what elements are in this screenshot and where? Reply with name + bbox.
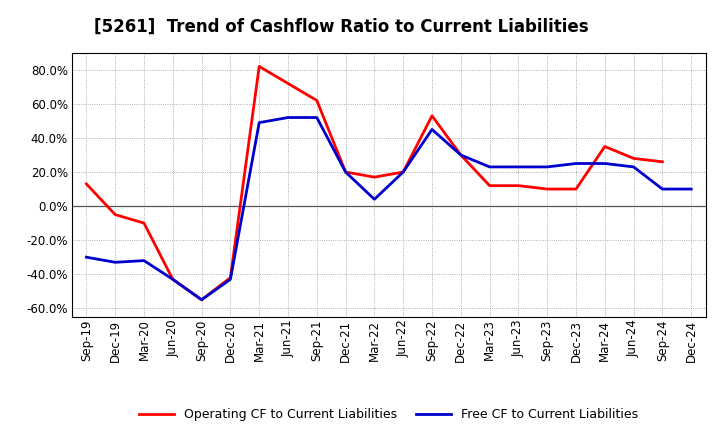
Free CF to Current Liabilities xyxy=(658,187,667,192)
Free CF to Current Liabilities xyxy=(399,169,408,175)
Free CF to Current Liabilities xyxy=(629,164,638,169)
Free CF to Current Liabilities xyxy=(687,187,696,192)
Line: Operating CF to Current Liabilities: Operating CF to Current Liabilities xyxy=(86,66,662,300)
Line: Free CF to Current Liabilities: Free CF to Current Liabilities xyxy=(86,117,691,300)
Free CF to Current Liabilities xyxy=(600,161,609,166)
Operating CF to Current Liabilities xyxy=(197,297,206,302)
Free CF to Current Liabilities xyxy=(255,120,264,125)
Free CF to Current Liabilities xyxy=(312,115,321,120)
Free CF to Current Liabilities xyxy=(370,197,379,202)
Operating CF to Current Liabilities xyxy=(168,277,177,282)
Legend: Operating CF to Current Liabilities, Free CF to Current Liabilities: Operating CF to Current Liabilities, Fre… xyxy=(139,408,639,422)
Operating CF to Current Liabilities xyxy=(629,156,638,161)
Operating CF to Current Liabilities xyxy=(370,175,379,180)
Operating CF to Current Liabilities xyxy=(284,81,292,86)
Free CF to Current Liabilities xyxy=(140,258,148,263)
Free CF to Current Liabilities xyxy=(456,152,465,158)
Operating CF to Current Liabilities xyxy=(255,64,264,69)
Operating CF to Current Liabilities xyxy=(82,181,91,187)
Free CF to Current Liabilities xyxy=(284,115,292,120)
Free CF to Current Liabilities xyxy=(514,164,523,169)
Operating CF to Current Liabilities xyxy=(226,275,235,280)
Operating CF to Current Liabilities xyxy=(140,220,148,226)
Operating CF to Current Liabilities xyxy=(572,187,580,192)
Operating CF to Current Liabilities xyxy=(658,159,667,165)
Operating CF to Current Liabilities xyxy=(600,144,609,149)
Operating CF to Current Liabilities xyxy=(543,187,552,192)
Free CF to Current Liabilities xyxy=(197,297,206,302)
Operating CF to Current Liabilities xyxy=(514,183,523,188)
Operating CF to Current Liabilities xyxy=(456,152,465,158)
Free CF to Current Liabilities xyxy=(572,161,580,166)
Free CF to Current Liabilities xyxy=(341,169,350,175)
Free CF to Current Liabilities xyxy=(111,260,120,265)
Operating CF to Current Liabilities xyxy=(399,169,408,175)
Free CF to Current Liabilities xyxy=(168,277,177,282)
Free CF to Current Liabilities xyxy=(485,164,494,169)
Operating CF to Current Liabilities xyxy=(485,183,494,188)
Operating CF to Current Liabilities xyxy=(312,98,321,103)
Operating CF to Current Liabilities xyxy=(341,169,350,175)
Free CF to Current Liabilities xyxy=(543,164,552,169)
Free CF to Current Liabilities xyxy=(428,127,436,132)
Free CF to Current Liabilities xyxy=(82,255,91,260)
Text: [5261]  Trend of Cashflow Ratio to Current Liabilities: [5261] Trend of Cashflow Ratio to Curren… xyxy=(94,18,588,36)
Operating CF to Current Liabilities xyxy=(428,113,436,118)
Operating CF to Current Liabilities xyxy=(111,212,120,217)
Free CF to Current Liabilities xyxy=(226,277,235,282)
